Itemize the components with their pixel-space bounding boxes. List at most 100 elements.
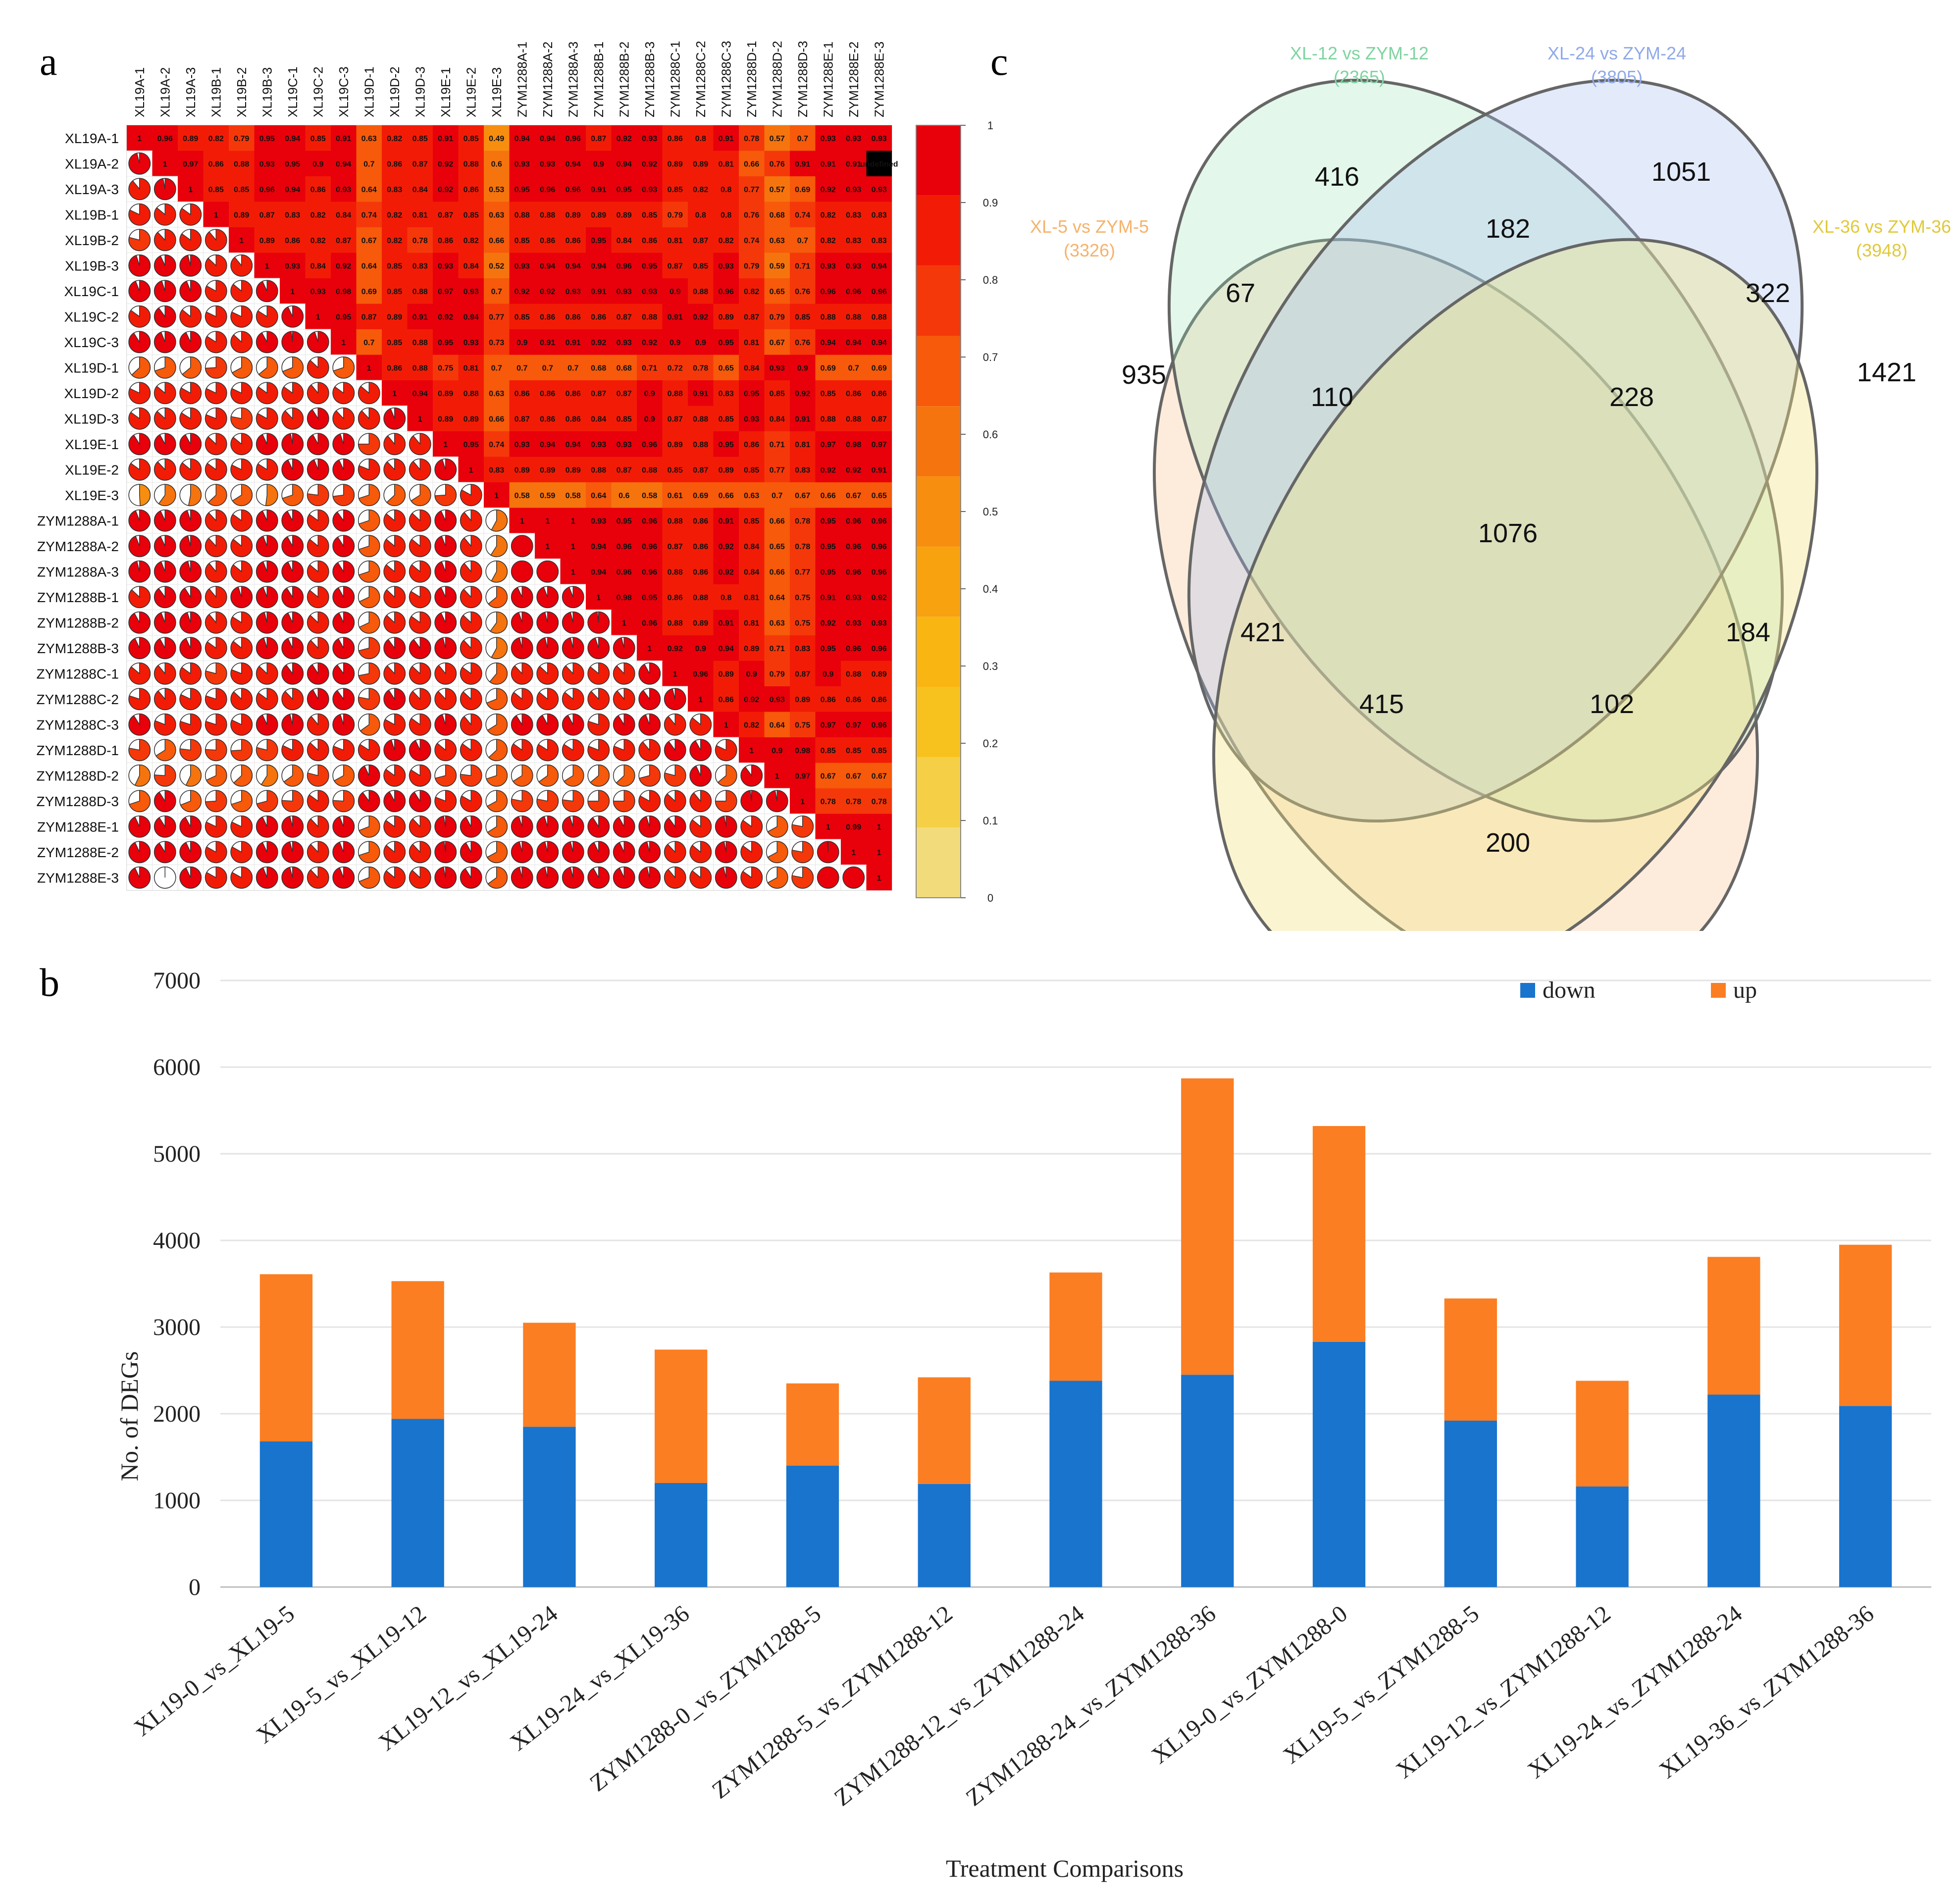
heatmap-cell <box>713 457 739 482</box>
heatmap-value: 0.65 <box>770 543 785 551</box>
heatmap-pie <box>538 764 559 787</box>
heatmap-pie <box>332 484 355 507</box>
heatmap-cell <box>662 508 688 533</box>
heatmap-cell <box>662 125 688 151</box>
heatmap-pie <box>307 586 329 609</box>
heatmap-cell <box>509 278 535 304</box>
heatmap-pie <box>128 229 151 252</box>
heatmap-cell <box>815 125 841 151</box>
heatmap-cell <box>611 508 637 533</box>
heatmap-cell <box>790 125 816 151</box>
heatmap-pie <box>358 458 380 481</box>
heatmap-pie <box>205 688 227 711</box>
heatmap-value: 0.9 <box>772 747 782 755</box>
heatmap-pie <box>664 688 686 711</box>
heatmap-value: 0.87 <box>413 160 428 168</box>
heatmap-col-label: ZYM1288D-2 <box>770 41 784 117</box>
heatmap-cell <box>764 482 790 508</box>
heatmap-pie <box>128 254 151 277</box>
heatmap-cell <box>739 457 765 482</box>
heatmap-cell <box>509 304 535 329</box>
heatmap-value: 0.66 <box>489 237 504 245</box>
heatmap-pie <box>332 560 355 583</box>
heatmap-value: 0.9 <box>695 645 706 653</box>
heatmap-pie <box>536 662 559 685</box>
heatmap-row-label: ZYM1288B-1 <box>37 590 119 605</box>
heatmap-cell <box>637 610 663 635</box>
heatmap-value: 0.91 <box>795 415 810 423</box>
heatmap-cell <box>790 176 816 202</box>
heatmap-pie <box>638 841 661 864</box>
heatmap-value: 0.95 <box>591 237 606 245</box>
heatmap-pie <box>179 458 202 481</box>
heatmap-cell <box>815 151 841 176</box>
heatmap-pie <box>460 815 482 838</box>
heatmap-cell <box>764 304 790 329</box>
heatmap-cell <box>637 406 663 431</box>
heatmap-cell <box>815 712 841 737</box>
heatmap-value: 0.66 <box>821 492 836 500</box>
heatmap-pie <box>359 586 380 609</box>
heatmap-pie <box>256 382 278 405</box>
heatmap-cell <box>713 406 739 431</box>
heatmap-cell <box>713 610 739 635</box>
heatmap-cell <box>790 635 816 661</box>
heatmap-value: 0.86 <box>566 313 581 321</box>
colorbar-segment <box>916 195 961 266</box>
heatmap-cell <box>688 661 714 686</box>
heatmap-cell <box>815 227 841 253</box>
heatmap-cell <box>560 304 586 329</box>
heatmap-value: 0.77 <box>795 568 810 576</box>
heatmap-value: 0.92 <box>821 619 836 627</box>
heatmap-value: 0.96 <box>617 568 632 576</box>
heatmap-cell <box>560 559 586 584</box>
heatmap-pie <box>205 713 227 736</box>
heatmap-row-label: ZYM1288C-1 <box>36 666 119 681</box>
heatmap-pie <box>128 841 151 864</box>
heatmap-cell <box>815 278 841 304</box>
heatmap-cell <box>637 253 663 278</box>
heatmap-cell <box>611 584 637 610</box>
heatmap-value: 0.7 <box>363 160 374 168</box>
heatmap-cell <box>790 712 816 737</box>
heatmap-pie <box>358 790 380 813</box>
heatmap-value: 0.95 <box>821 645 836 653</box>
heatmap-pie <box>562 637 584 660</box>
heatmap-pie <box>359 611 380 634</box>
heatmap-row-label: XL19A-1 <box>65 131 119 146</box>
heatmap-cell <box>764 151 790 176</box>
bar-ytick-label: 2000 <box>153 1401 201 1427</box>
heatmap-cell <box>866 125 892 151</box>
heatmap-value: 0.85 <box>846 747 861 755</box>
heatmap-cell <box>356 304 382 329</box>
heatmap-pie <box>205 280 227 303</box>
heatmap-value: 0.86 <box>872 390 887 398</box>
heatmap-cell <box>841 406 867 431</box>
heatmap-value: 0.87 <box>336 237 351 245</box>
heatmap-cell <box>254 176 280 202</box>
heatmap-cell <box>739 355 765 380</box>
venn-region-5-24-36: 415 <box>1359 689 1404 719</box>
heatmap-cell <box>586 125 612 151</box>
heatmap-pie <box>154 790 176 813</box>
heatmap-pie <box>230 560 253 583</box>
heatmap-value: 0.81 <box>413 211 428 219</box>
heatmap-cell <box>509 125 535 151</box>
venn-ellipses <box>1152 78 1819 931</box>
heatmap-value: 0.88 <box>668 517 683 525</box>
heatmap-pie <box>128 280 151 303</box>
heatmap-cell <box>790 227 816 253</box>
heatmap-cell <box>688 278 714 304</box>
heatmap-cell <box>866 686 892 712</box>
heatmap-pie <box>409 535 431 558</box>
heatmap-value: 0.85 <box>719 415 734 423</box>
heatmap-pie <box>128 203 151 226</box>
heatmap-pie <box>230 662 253 685</box>
heatmap-pie <box>128 586 151 609</box>
heatmap-cell <box>433 176 459 202</box>
heatmap-pie <box>409 841 431 864</box>
heatmap-value: 0.67 <box>770 339 785 347</box>
heatmap-pie <box>689 866 712 889</box>
heatmap-value: 0.94 <box>872 262 887 270</box>
heatmap-cell <box>611 533 637 559</box>
